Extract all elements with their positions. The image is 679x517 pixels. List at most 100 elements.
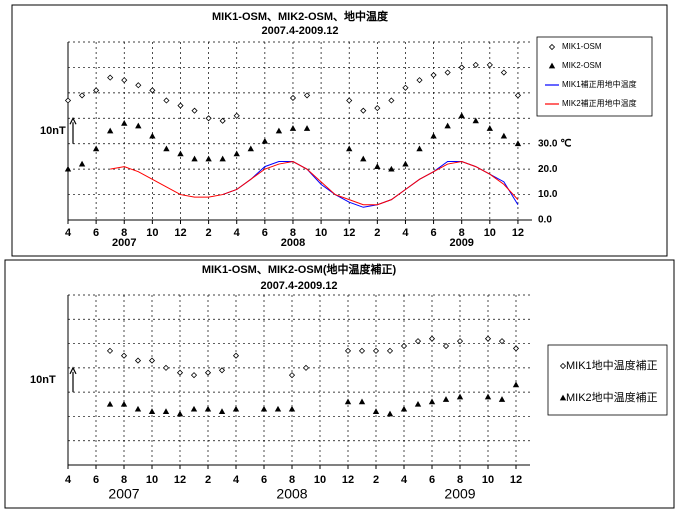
diamond-point: [486, 61, 493, 68]
triangle-point: [176, 410, 184, 417]
diamond-point: [148, 357, 156, 364]
top-legend-frame: [536, 36, 653, 117]
triangle-point: [458, 112, 465, 119]
triangle-point: [218, 408, 226, 414]
triangle-point: [344, 398, 352, 405]
x-tick-label: 12: [174, 474, 186, 486]
triangle-point: [219, 155, 226, 162]
diamond-point: [149, 87, 156, 94]
top-panel-frame: [11, 4, 668, 257]
legend-label: MIK1補正用地中温度: [562, 79, 637, 89]
triangle-point: [106, 400, 114, 407]
x-tick-label: 6: [262, 227, 268, 239]
legend-swatch: [559, 362, 567, 370]
diamond-point: [484, 335, 492, 342]
diamond-point: [416, 77, 423, 84]
triangle-point: [374, 163, 381, 169]
legend-label: MIK2地中温度補正: [566, 390, 658, 404]
triangle-point: [456, 393, 464, 400]
triangle-point: [121, 120, 128, 126]
triangle-point: [358, 398, 366, 405]
triangle-point: [500, 132, 508, 139]
chart-title: MIK1-OSM、MIK2-OSM(地中温度補正): [202, 262, 397, 276]
diamond-point: [472, 61, 479, 68]
diamond-point: [430, 71, 437, 79]
x-tick-label: 6: [429, 474, 435, 486]
diamond-point: [93, 87, 100, 94]
legend-swatch: [548, 62, 556, 69]
diamond-point: [514, 92, 522, 99]
triangle-point: [149, 132, 156, 139]
year-label: 2008: [276, 486, 307, 502]
bottom-panel-frame: [4, 259, 675, 509]
diamond-point: [121, 77, 128, 84]
triangle-point: [135, 122, 142, 129]
diamond-point: [120, 352, 128, 359]
scale-arrow-head: [69, 116, 77, 125]
diamond-point: [402, 84, 409, 91]
chart-subtitle: 2007.4-2009.12: [261, 25, 338, 37]
legend-label: MIK1-OSM: [562, 42, 602, 51]
triangle-point: [372, 408, 380, 414]
chart-title: MIK1-OSM、MIK2-OSM、地中温度: [212, 9, 389, 23]
legend-swatch: [559, 394, 567, 401]
x-tick-label: 8: [459, 227, 465, 239]
diamond-point: [346, 97, 353, 104]
x-tick-label: 2: [374, 227, 380, 239]
triangle-point: [247, 145, 254, 152]
triangle-point: [107, 127, 114, 134]
diamond-point: [64, 97, 72, 104]
chart-subtitle: 2007.4-2009.12: [260, 280, 337, 292]
diamond-point: [428, 335, 436, 342]
x-tick-label: 6: [431, 227, 437, 239]
scale-label: 10nT: [30, 374, 56, 386]
diamond-point: [303, 92, 311, 99]
triangle-point: [134, 405, 142, 412]
triangle-point: [191, 155, 198, 162]
diamond-point: [414, 338, 422, 345]
diamond-point: [134, 357, 142, 364]
x-tick-label: 12: [512, 227, 524, 239]
triangle-point: [360, 155, 367, 162]
year-label: 2009: [449, 237, 473, 249]
x-tick-label: 8: [121, 227, 127, 239]
diamond-point: [358, 347, 366, 354]
year-label: 2009: [444, 486, 475, 502]
year-label: 2008: [281, 237, 305, 249]
x-tick-label: 6: [93, 474, 99, 486]
diamond-point: [400, 342, 408, 350]
diamond-point: [233, 112, 240, 119]
triangle-point: [120, 400, 128, 407]
diamond-point: [512, 345, 520, 352]
x-tick-label: 10: [146, 227, 158, 239]
x-tick-label: 12: [342, 474, 354, 486]
triangle-point: [402, 160, 409, 167]
diamond-point: [500, 69, 507, 76]
x-tick-label: 2: [206, 227, 212, 239]
diamond-point: [219, 117, 226, 124]
y2-tick-label: 10.0: [538, 189, 558, 200]
x-tick-label: 4: [65, 474, 72, 486]
diamond-point: [386, 347, 394, 354]
triangle-point: [205, 155, 212, 162]
diamond-point: [205, 115, 212, 122]
x-tick-label: 8: [121, 474, 127, 486]
x-tick-label: 10: [314, 474, 326, 486]
triangle-point: [177, 150, 184, 157]
x-tick-label: 10: [315, 227, 327, 239]
triangle-point: [428, 398, 436, 405]
diamond-point: [344, 347, 352, 354]
x-tick-label: 10: [484, 227, 496, 239]
diamond-point: [106, 347, 114, 354]
triangle-point: [303, 125, 311, 131]
triangle-point: [204, 405, 212, 412]
legend-swatch: [548, 43, 556, 51]
x-tick-label: 2: [205, 474, 211, 486]
legend-label: MIK2補正用地中温度: [562, 98, 637, 108]
diamond-point: [442, 342, 450, 350]
diamond-point: [232, 352, 240, 359]
diamond-point: [372, 347, 380, 354]
triangle-point: [232, 405, 240, 412]
triangle-point: [498, 396, 506, 402]
x-tick-label: 8: [290, 227, 296, 239]
